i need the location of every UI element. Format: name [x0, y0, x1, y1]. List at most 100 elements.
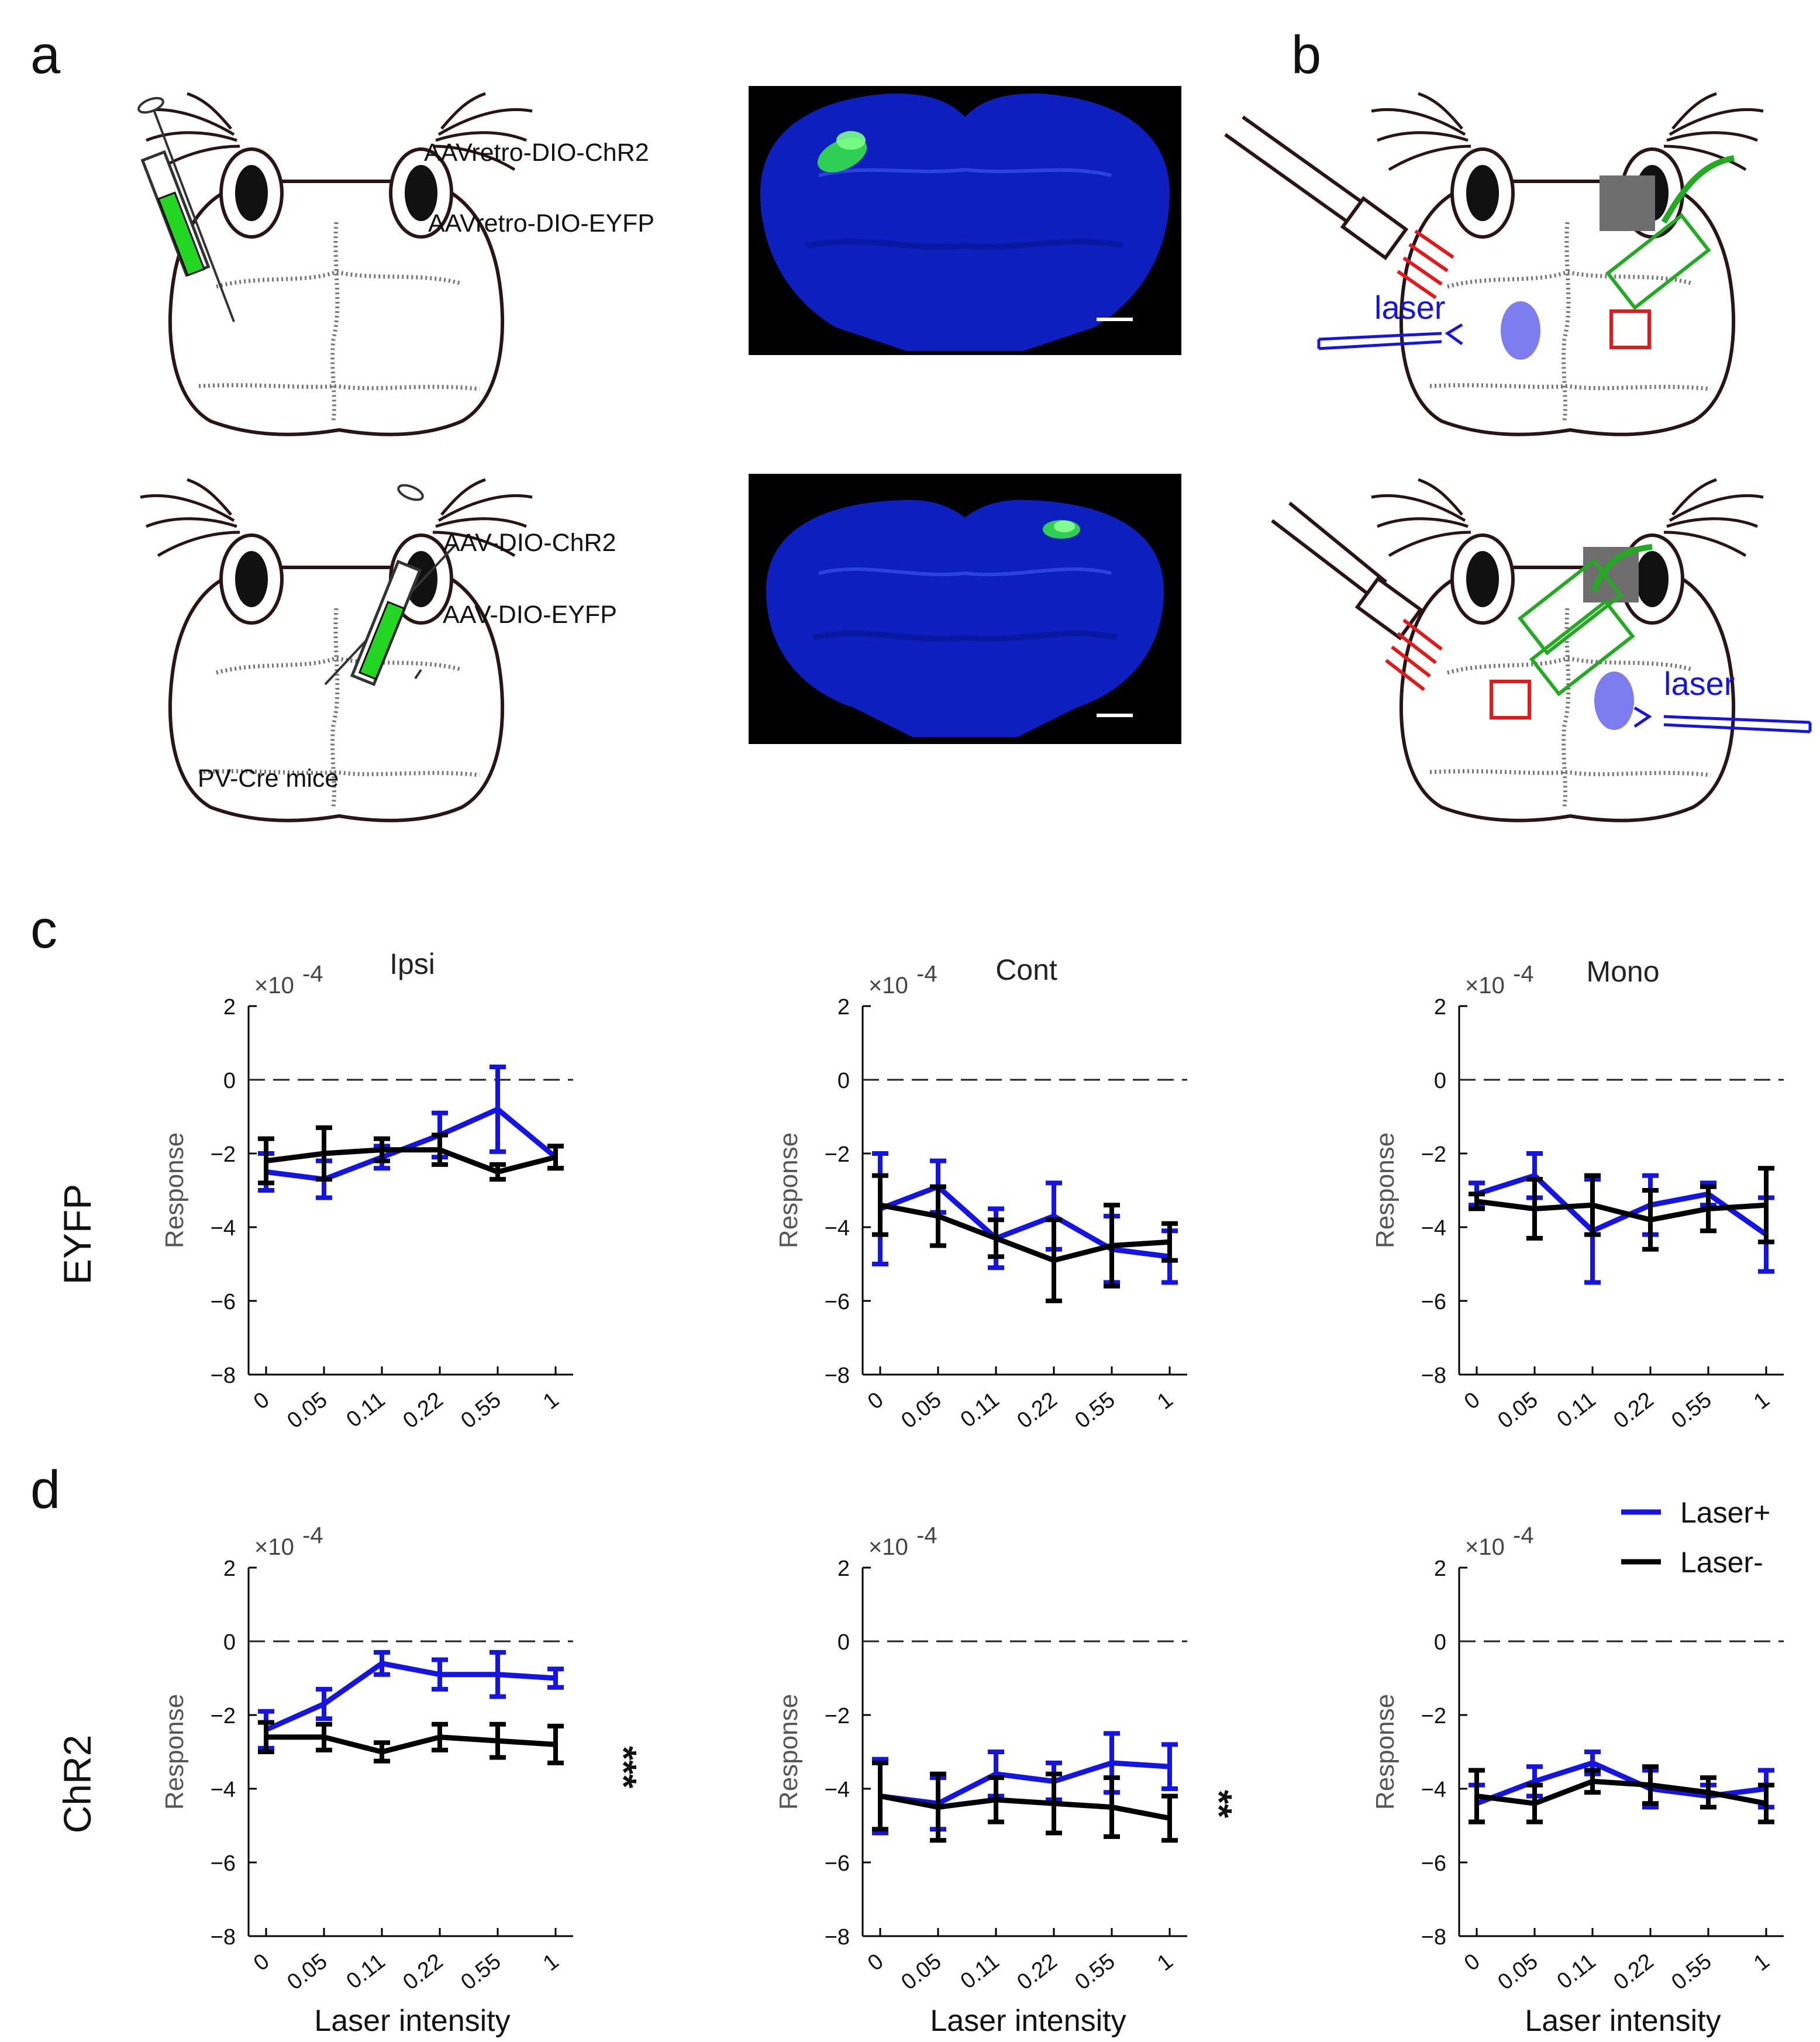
legend-label-laser-minus: Laser- [1680, 1546, 1763, 1579]
x-tick-label-d-cont: 0.22 [1012, 1949, 1061, 1995]
series-line-laser-plus-c-ipsi [266, 1106, 557, 1182]
legend: Laser+ Laser- [1621, 1496, 1770, 1579]
series-line-laser-plus-d-cont [880, 1760, 1170, 1806]
x-tick-label-d-mono: 0.22 [1609, 1949, 1658, 1995]
x-tick-label-d-cont: 0.05 [897, 1949, 946, 1995]
x-tick-label-d-cont: 0 [863, 1949, 888, 1976]
significance-ipsi: *** [603, 1746, 643, 1789]
y-tick-label-d-cont: −6 [825, 1851, 850, 1876]
x-tick-label-d-ipsi: 1 [539, 1949, 564, 1976]
virus-label-bottom-1: AAV-DIO-ChR2 [443, 529, 616, 557]
y-exponent-d-ipsi: ×10 [254, 1534, 294, 1560]
y-tick-label-d-ipsi: 0 [223, 1630, 236, 1655]
recording-electrode-icon [1517, 544, 1653, 697]
y-axis-label-c-ipsi: Response [160, 1132, 189, 1248]
brain-slice-image-top [749, 86, 1181, 355]
y-tick-label-d-mono: −8 [1421, 1925, 1446, 1950]
mouse-schematic-bottom-b [1271, 480, 1812, 821]
x-tick-label-c-mono: 0 [1460, 1387, 1485, 1414]
chart-d-cont: −8 −6 −4 −2 0 2 0 0.05 0.11 0.22 0.55 1 ×10 -4 Respons… [774, 1523, 1187, 1995]
y-tick-label-c-mono: −2 [1421, 1142, 1446, 1167]
y-tick-label-c-cont: 2 [837, 995, 850, 1020]
x-tick-label-d-ipsi: 0.22 [398, 1949, 447, 1995]
x-tick-label-d-cont: 0.55 [1070, 1949, 1119, 1995]
reference-square [1583, 547, 1639, 602]
recording-electrode-icon [1605, 155, 1735, 311]
significance-cont: ** [1198, 1790, 1239, 1819]
y-tick-label-d-cont: −8 [825, 1925, 850, 1950]
y-tick-label-c-ipsi: −2 [211, 1142, 236, 1167]
mouse-schematic-bottom-a [140, 480, 532, 821]
y-tick-label-c-cont: −4 [825, 1216, 850, 1241]
virus-label-bottom-2: AAV-DIO-EYFP [443, 601, 617, 629]
y-exponent-d-mono: ×10 [1465, 1534, 1505, 1560]
y-tick-label-d-mono: 0 [1434, 1630, 1446, 1655]
panel-label-a: a [30, 25, 61, 85]
series-line-laser-plus-c-mono [1476, 1173, 1768, 1237]
brain-slice-image-bottom [749, 474, 1181, 744]
x-tick-label-c-mono: 0.11 [1553, 1387, 1601, 1433]
x-axis-label-ipsi: Laser intensity [314, 2004, 510, 2038]
y-tick-label-d-ipsi: −4 [211, 1778, 236, 1802]
laser-label-bottom: laser [1664, 665, 1735, 702]
x-tick-label-c-ipsi: 0.22 [398, 1387, 447, 1434]
y-tick-label-d-ipsi: −8 [211, 1925, 236, 1950]
laser-spot [1501, 301, 1540, 360]
y-exponent-power-c-cont: -4 [916, 961, 937, 987]
laser-label-top: laser [1374, 289, 1445, 326]
y-tick-label-d-cont: −2 [825, 1704, 850, 1728]
reference-square [1600, 175, 1655, 231]
x-tick-label-c-ipsi: 0.55 [456, 1387, 505, 1434]
chart-d-ipsi: −8 −6 −4 −2 0 2 0 0.05 0.11 0.22 0.55 1 ×10 -4 Respons… [160, 1523, 573, 1995]
x-tick-label-c-ipsi: 1 [539, 1387, 564, 1414]
series-line-laser-minus-c-mono [1476, 1199, 1767, 1223]
y-exponent-c-cont: ×10 [868, 973, 908, 998]
y-tick-label-c-cont: −2 [825, 1142, 850, 1167]
y-tick-label-d-ipsi: −6 [211, 1851, 236, 1876]
x-tick-label-c-mono: 1 [1749, 1387, 1774, 1414]
y-tick-label-d-cont: 2 [837, 1557, 850, 1581]
x-tick-label-c-cont: 0.05 [897, 1387, 946, 1434]
y-exponent-d-cont: ×10 [868, 1534, 908, 1560]
y-exponent-power-d-ipsi: -4 [302, 1523, 323, 1548]
y-tick-label-d-ipsi: −2 [211, 1704, 236, 1728]
optic-fiber-icon [1633, 706, 1812, 734]
y-tick-label-c-ipsi: −6 [211, 1290, 236, 1314]
series-line-laser-plus-d-ipsi [265, 1661, 556, 1733]
x-axis-label-mono: Laser intensity [1525, 2004, 1721, 2038]
virus-label-top-2: AAVretro-DIO-EYFP [428, 209, 654, 237]
x-tick-label-d-ipsi: 0.55 [456, 1949, 505, 1995]
y-tick-label-c-mono: −8 [1421, 1363, 1446, 1388]
series-line-laser-minus-c-ipsi [266, 1147, 557, 1175]
x-tick-label-c-mono: 0.22 [1609, 1387, 1658, 1434]
panel-label-c: c [30, 900, 57, 959]
x-tick-label-d-mono: 0.05 [1493, 1949, 1542, 1995]
y-tick-label-c-mono: −4 [1421, 1216, 1446, 1241]
plot-title-ipsi: Ipsi [389, 948, 435, 980]
y-tick-label-d-cont: 0 [837, 1630, 850, 1655]
syringe-icon [324, 484, 457, 687]
y-tick-label-d-ipsi: 2 [223, 1557, 236, 1581]
y-exponent-power-d-cont: -4 [916, 1523, 937, 1548]
sound-waves-icon [1385, 618, 1443, 691]
y-tick-label-c-mono: 2 [1434, 995, 1446, 1020]
x-tick-label-d-ipsi: 0.05 [282, 1949, 332, 1995]
series-line-laser-plus-c-cont [879, 1184, 1170, 1259]
mouse-strain-label: PV-Cre mice [198, 765, 339, 793]
legend-label-laser-plus: Laser+ [1680, 1496, 1770, 1529]
plot-title-mono: Mono [1586, 955, 1659, 988]
y-axis-label-d-cont: Response [774, 1694, 803, 1810]
y-tick-label-c-mono: 0 [1434, 1069, 1446, 1093]
y-exponent-power-c-ipsi: -4 [302, 961, 323, 987]
chart-c-mono: −8 −6 −4 −2 0 2 0 0.05 0.11 0.22 0.55 1 ×10 -4 Respons… [1371, 961, 1784, 1434]
recording-site-square [1490, 680, 1531, 719]
y-tick-label-c-ipsi: 2 [223, 995, 236, 1020]
y-axis-label-d-ipsi: Response [160, 1694, 189, 1810]
chart-c-cont: −8 −6 −4 −2 0 2 0 0.05 0.11 0.22 0.55 1 ×10 -4 Respons… [774, 961, 1187, 1434]
x-tick-label-d-cont: 0.11 [956, 1949, 1004, 1994]
row-label-chr2: ChR2 [56, 1735, 99, 1834]
x-tick-label-d-mono: 0.11 [1553, 1949, 1601, 1994]
x-tick-label-d-mono: 1 [1749, 1949, 1774, 1976]
